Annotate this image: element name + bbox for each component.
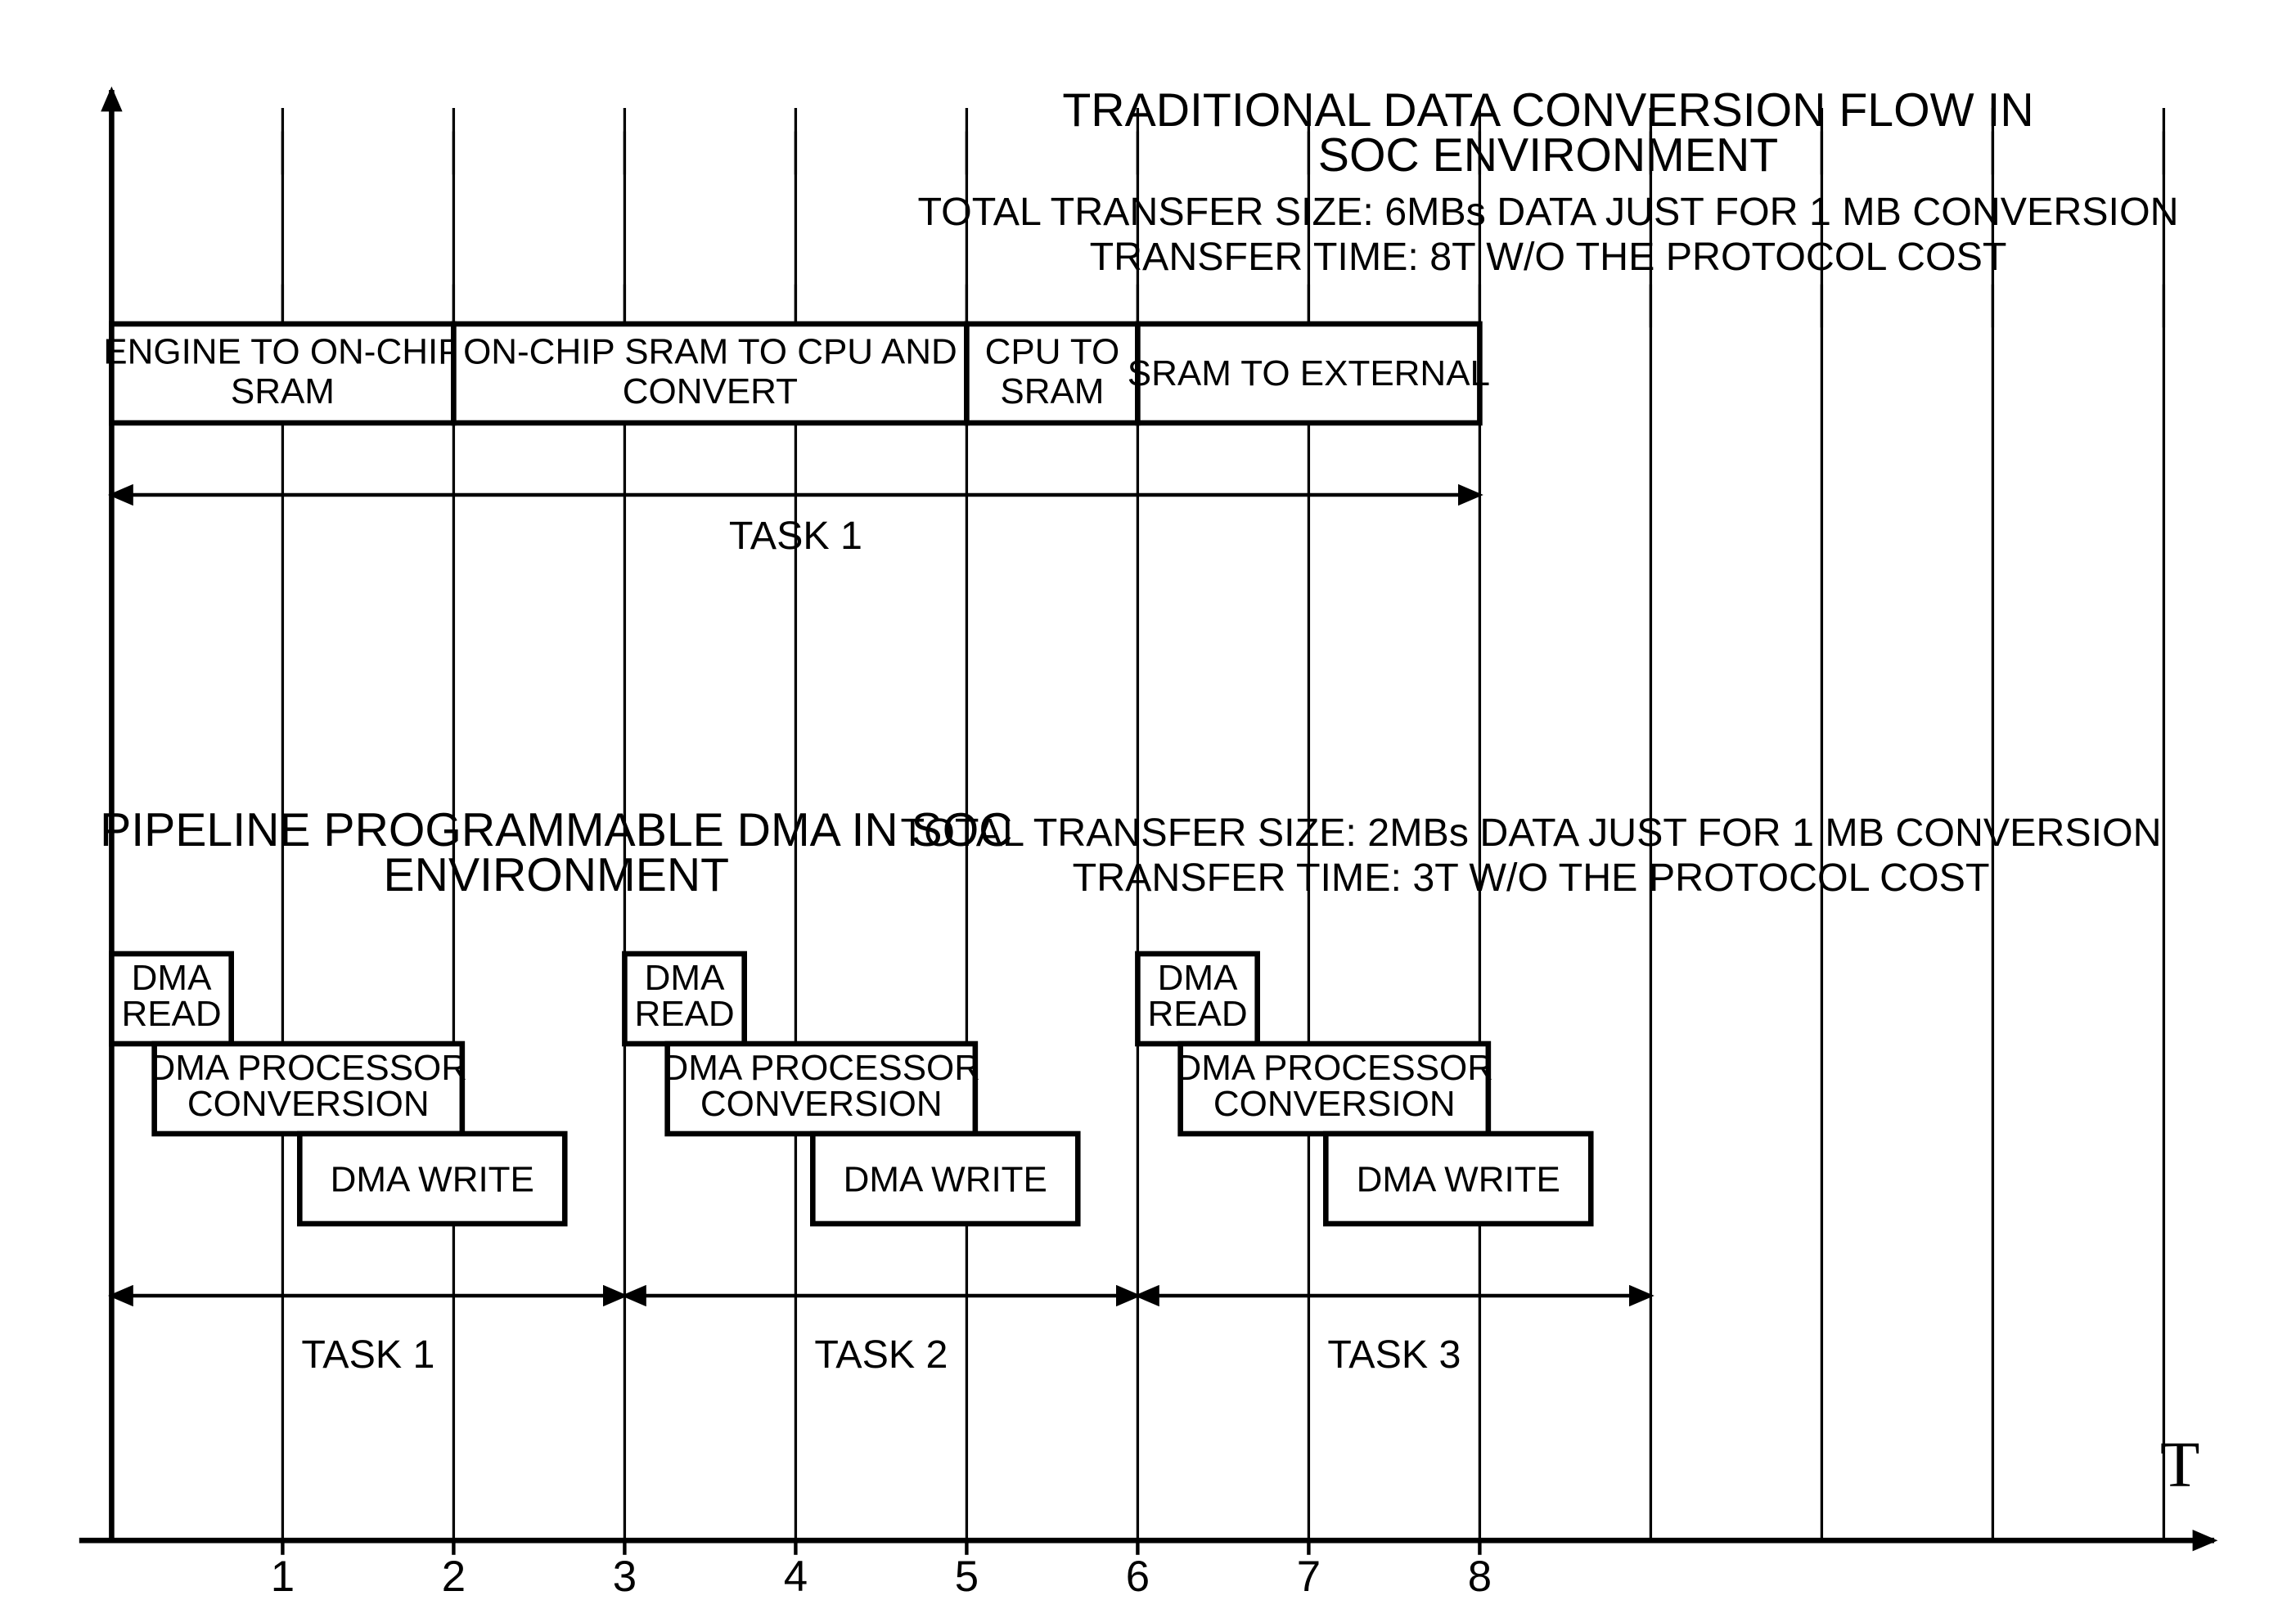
text-static: CPU TO [985,331,1120,371]
text-static: CONVERT [623,371,798,411]
bottom-title-l2: ENVIRONMENT [384,849,730,901]
text-static: DMA WRITE [844,1159,1047,1199]
text-static: DMA PROCESSOR [1175,1048,1493,1088]
tick-2: 2 [442,1553,466,1600]
text-static: SRAM TO EXTERNAL [1128,353,1490,393]
text-static: DMA [1158,958,1238,998]
text-static: DMA [645,958,725,998]
text-static: DMA WRITE [1357,1159,1560,1199]
top-sub-l2: TRANSFER TIME: 8T W/O THE PROTOCOL COST [1090,235,2007,279]
text-static: TASK 1 [301,1333,434,1377]
bottom-sub-l2: TRANSFER TIME: 3T W/O THE PROTOCOL COST [1073,856,1990,900]
text-static: ON-CHIP SRAM TO CPU AND [463,331,957,371]
text-static: TASK 1 [729,514,862,558]
tick-6: 6 [1126,1553,1150,1600]
text-static: ENGINE TO ON-CHIP [103,331,461,371]
top-title-l2: SOC ENVIRONMENT [1318,129,1778,182]
tick-4: 4 [784,1553,808,1600]
text-static: DMA PROCESSOR [662,1048,980,1088]
tick-5: 5 [955,1553,979,1600]
text-static: SRAM [231,371,335,411]
top-sub-l1: TOTAL TRANSFER SIZE: 6MBs DATA JUST FOR … [917,190,2178,234]
text-static: CONVERSION [1213,1084,1456,1124]
bottom-sub-l1: TOTAL TRANSFER SIZE: 2MBs DATA JUST FOR … [901,811,2162,855]
text-static: TASK 2 [814,1333,948,1377]
tick-8: 8 [1468,1553,1492,1600]
text-static: CONVERSION [700,1084,943,1124]
text-static: READ [121,994,221,1034]
text-static: CONVERSION [187,1084,430,1124]
text-static: SRAM [1000,371,1104,411]
text-static: READ [634,994,734,1034]
tick-1: 1 [271,1553,295,1600]
tick-3: 3 [613,1553,637,1600]
text-static: READ [1147,994,1247,1034]
text-static: DMA [132,958,212,998]
axis-label-t: T [2160,1429,2199,1501]
text-static: DMA PROCESSOR [149,1048,467,1088]
text-static: DMA WRITE [331,1159,534,1199]
tick-7: 7 [1297,1553,1321,1600]
text-static: TASK 3 [1327,1333,1461,1377]
